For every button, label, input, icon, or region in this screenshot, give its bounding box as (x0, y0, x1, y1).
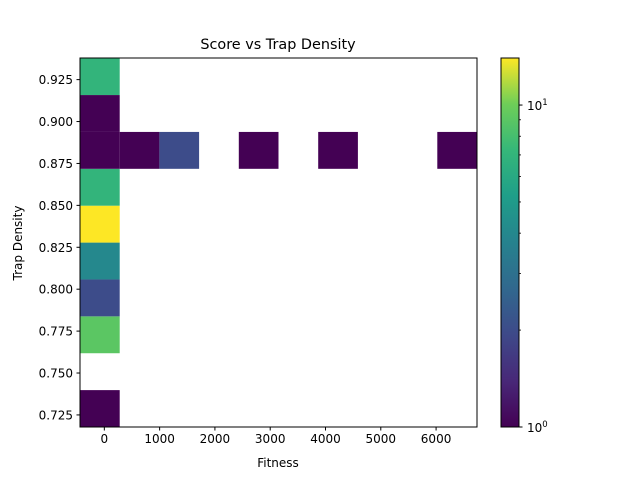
y-tick-label: 0.925 (39, 73, 73, 87)
x-tick-label: 4000 (310, 432, 341, 446)
y-tick-label: 0.800 (39, 283, 73, 297)
y-tick-label: 0.750 (39, 367, 73, 381)
y-tick-label: 0.825 (39, 241, 73, 255)
heatmap-cell (80, 131, 120, 169)
colorbar (500, 57, 520, 428)
x-axis-ticks: 0 1000 2000 3000 4000 5000 6000 (101, 427, 452, 446)
y-tick-label: 0.875 (39, 157, 73, 171)
heatmap-cell (80, 279, 120, 317)
y-tick-label: 0.900 (39, 115, 73, 129)
x-tick-label: 1000 (144, 432, 175, 446)
x-tick-label: 5000 (366, 432, 397, 446)
heatmap-cell (80, 205, 120, 243)
heatmap-cell (80, 390, 120, 427)
heatmap-cell (238, 131, 279, 169)
x-axis-label: Fitness (257, 456, 299, 470)
heatmap-cell (159, 131, 200, 169)
heatmap-cell (80, 95, 120, 132)
heatmap-cell (119, 131, 160, 169)
colorbar-ticks: 100 101 (519, 98, 548, 435)
heatmap-cells (80, 58, 477, 427)
colorbar-tick-label: 101 (527, 98, 548, 113)
x-tick-label: 3000 (255, 432, 286, 446)
heatmap-cell (80, 316, 120, 354)
x-tick-label: 0 (101, 432, 109, 446)
heatmap-cell (437, 131, 477, 169)
y-tick-label: 0.725 (39, 408, 73, 422)
plot-frame (79, 57, 478, 428)
y-tick-label: 0.850 (39, 199, 73, 213)
y-axis-ticks: 0.725 0.750 0.775 0.800 0.825 0.850 0.875 0.900… (39, 73, 80, 422)
colorbar-tick-label: 100 (527, 420, 548, 435)
y-tick-label: 0.775 (39, 325, 73, 339)
heatmap-cell (80, 242, 120, 280)
y-axis-label: Trap Density (11, 206, 25, 282)
x-tick-label: 6000 (421, 432, 452, 446)
heatmap-cell (318, 131, 358, 169)
chart-title: Score vs Trap Density (200, 37, 356, 53)
x-tick-label: 2000 (200, 432, 231, 446)
heatmap-cell (80, 168, 120, 206)
heatmap-cell (80, 58, 120, 96)
